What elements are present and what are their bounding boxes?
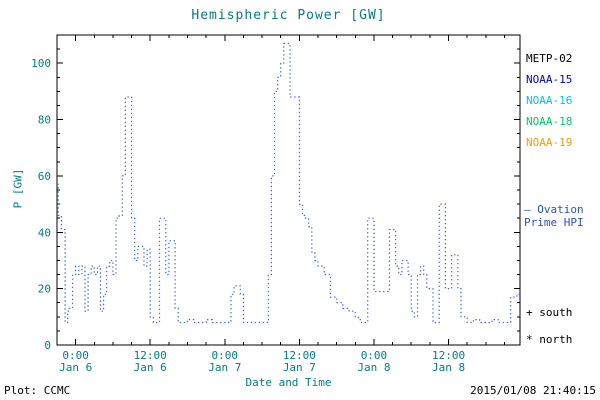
south-marker-label: + south [526, 306, 573, 319]
svg-text:12:00: 12:00 [432, 349, 465, 362]
ovation-prime-hpi-label: — Ovation Prime HPI [524, 203, 584, 229]
svg-text:0:00: 0:00 [212, 349, 239, 362]
svg-text:60: 60 [38, 170, 51, 183]
ovation-label-line2: Prime HPI [524, 216, 584, 229]
satellite-legend: METP-02 NOAA-15 NOAA-16 NOAA-18 NOAA-19 [526, 48, 572, 153]
svg-text:40: 40 [38, 226, 51, 239]
ovation-label-line1: — Ovation [524, 203, 584, 216]
y-axis-label: P [GW] [11, 168, 25, 209]
north-marker-label: * north [526, 333, 573, 346]
legend-item-noaa19: NOAA-19 [526, 136, 573, 149]
svg-text:12:00: 12:00 [134, 349, 167, 362]
legend-item-noaa15: NOAA-15 [526, 73, 573, 86]
plot-source-label: Plot: CCMC [4, 384, 71, 397]
svg-text:Jan 6: Jan 6 [59, 361, 92, 374]
svg-text:80: 80 [38, 114, 51, 127]
svg-text:Jan 7: Jan 7 [208, 361, 241, 374]
svg-text:Jan 6: Jan 6 [134, 361, 167, 374]
chart-title: Hemispheric Power [GW] [191, 8, 386, 23]
legend-item-noaa18: NOAA-18 [526, 115, 573, 128]
plot-timestamp: 2015/01/08 21:40:15 [470, 384, 596, 397]
svg-text:Jan 7: Jan 7 [283, 361, 316, 374]
legend-item-metp02: METP-02 [526, 52, 573, 65]
svg-text:20: 20 [38, 283, 51, 296]
svg-text:0:00: 0:00 [361, 349, 388, 362]
svg-text:0:00: 0:00 [62, 349, 89, 362]
svg-text:0: 0 [44, 339, 51, 352]
svg-text:Jan 8: Jan 8 [357, 361, 390, 374]
svg-text:Jan 8: Jan 8 [432, 361, 465, 374]
legend-item-noaa16: NOAA-16 [526, 94, 573, 107]
svg-text:12:00: 12:00 [283, 349, 316, 362]
svg-text:100: 100 [31, 57, 51, 70]
x-axis-label: Date and Time [245, 376, 332, 389]
